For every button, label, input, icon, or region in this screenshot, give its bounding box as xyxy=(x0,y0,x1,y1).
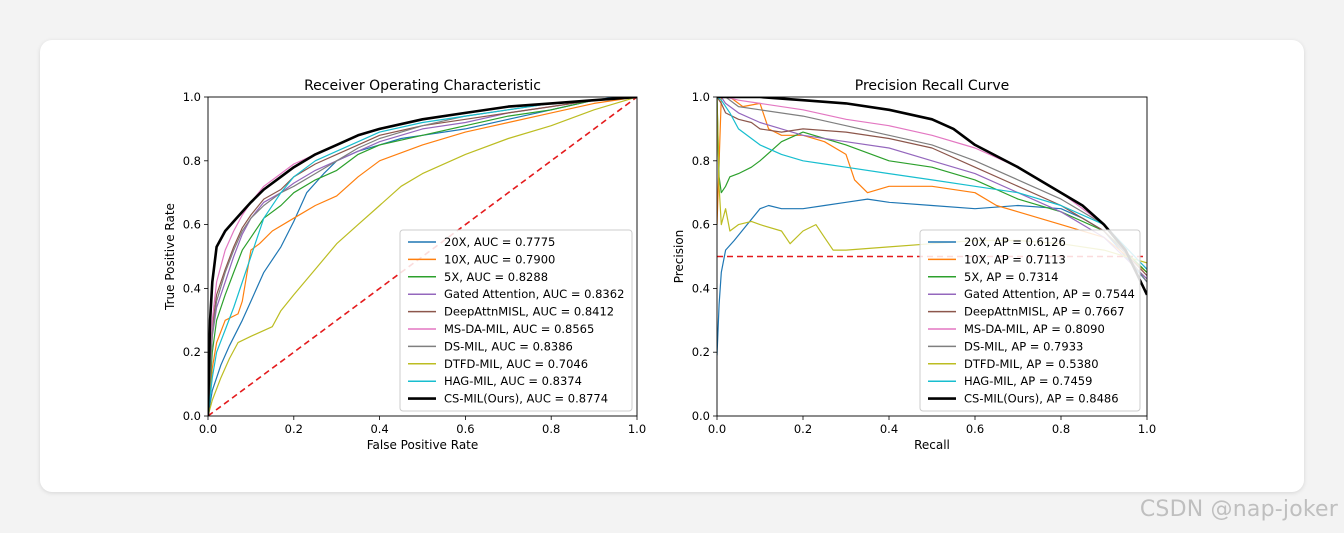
legend-entry: 5X, AP = 0.7314 xyxy=(964,270,1059,284)
y-tick-label: 1.0 xyxy=(183,90,201,104)
figure-card: Receiver Operating Characteristic 0.0 0.2 0… xyxy=(40,40,1304,492)
series-line-9 xyxy=(717,97,1147,296)
receiver-operating-characteristicpanel: Receiver Operating Characteristic 0.0 0.2 0… xyxy=(163,78,646,452)
y-tick-label: 0.6 xyxy=(183,218,201,232)
series-line-9 xyxy=(208,97,637,416)
legend-entry: 10X, AP = 0.7113 xyxy=(964,252,1066,266)
y-axis-label: True Positive Rate xyxy=(163,203,177,311)
legend-entry: 10X, AUC = 0.7900 xyxy=(444,252,555,266)
legend-entry: CS-MIL(Ours), AUC = 0.8774 xyxy=(444,392,608,406)
y-tick-label: 0.4 xyxy=(183,281,201,295)
x-tick-label: 0.0 xyxy=(708,422,726,436)
legend: 20X, AUC = 0.7775 10X, AUC = 0.7900 5X, AU… xyxy=(399,229,633,412)
series-line-2 xyxy=(208,97,637,416)
series-line-0 xyxy=(717,198,1147,356)
y-tick-label: 0.4 xyxy=(692,281,710,295)
x-tick-label: 1.0 xyxy=(628,422,646,436)
legend-box xyxy=(919,229,1141,412)
reference-line xyxy=(208,97,637,416)
legend-box xyxy=(399,229,633,412)
legend-entry: 20X, AP = 0.6126 xyxy=(964,235,1066,249)
legend-entry: DS-MIL, AUC = 0.8386 xyxy=(444,339,573,353)
legend-entry: DS-MIL, AP = 0.7933 xyxy=(964,339,1083,353)
precision-recall-curvepanel: Precision Recall Curve 0.0 0.2 0.4 0.6 0.8 1.0… xyxy=(672,78,1156,452)
legend-entry: HAG-MIL, AP = 0.7459 xyxy=(964,374,1092,388)
y-tick-label: 1.0 xyxy=(692,90,710,104)
y-tick-label: 0.2 xyxy=(692,345,710,359)
y-axis-label: Precision xyxy=(672,230,686,284)
x-tick-label: 0.2 xyxy=(794,422,812,436)
series-line-3 xyxy=(717,97,1147,280)
x-axis-label: False Positive Rate xyxy=(367,438,479,452)
y-tick-label: 0.0 xyxy=(183,409,201,423)
x-tick-label: 0.8 xyxy=(1052,422,1070,436)
legend-entry: MS-DA-MIL, AP = 0.8090 xyxy=(964,322,1105,336)
series-line-1 xyxy=(717,97,1147,273)
legend-entry: DTFD-MIL, AUC = 0.7046 xyxy=(444,357,588,371)
series-line-1 xyxy=(208,97,637,416)
legend-entry: Gated Attention, AP = 0.7544 xyxy=(964,287,1135,301)
x-tick-label: 0.2 xyxy=(285,422,303,436)
legend-entry: DeepAttnMISL, AUC = 0.8412 xyxy=(444,305,614,319)
series-line-7 xyxy=(208,97,637,416)
y-tick-label: 0.2 xyxy=(183,345,201,359)
series-line-6 xyxy=(717,97,1147,283)
series-line-8 xyxy=(717,97,1147,270)
legend-entry: 20X, AUC = 0.7775 xyxy=(444,235,555,249)
plot-area xyxy=(208,97,637,416)
x-tick-label: 0.6 xyxy=(966,422,984,436)
y-tick-label: 0.0 xyxy=(692,409,710,423)
roc-chart: Receiver Operating Characteristic 0.0 0.2 0… xyxy=(163,78,1156,452)
series-line-2 xyxy=(717,97,1147,273)
series-line-4 xyxy=(208,97,637,416)
legend-entry: 5X, AUC = 0.8288 xyxy=(444,270,548,284)
axes-frame xyxy=(716,96,1148,417)
x-tick-label: 0.8 xyxy=(542,422,560,436)
legend-entry: DeepAttnMISL, AP = 0.7667 xyxy=(964,305,1125,319)
legend-entry: Gated Attention, AUC = 0.8362 xyxy=(444,287,624,301)
y-tick-label: 0.8 xyxy=(692,154,710,168)
axes-frame xyxy=(207,96,638,417)
x-axis-label: Recall xyxy=(914,438,950,452)
x-tick-label: 0.4 xyxy=(880,422,898,436)
legend-entry: DTFD-MIL, AP = 0.5380 xyxy=(964,357,1099,371)
x-tick-label: 0.4 xyxy=(370,422,388,436)
x-tick-label: 0.0 xyxy=(199,422,217,436)
x-tick-label: 0.6 xyxy=(456,422,474,436)
chart-title: Precision Recall Curve xyxy=(855,78,1009,94)
y-tick-label: 0.8 xyxy=(183,154,201,168)
legend-entry: MS-DA-MIL, AUC = 0.8565 xyxy=(444,322,594,336)
series-line-8 xyxy=(208,97,637,416)
legend: 20X, AP = 0.6126 10X, AP = 0.7113 5X, AP =… xyxy=(919,229,1141,412)
series-line-0 xyxy=(208,97,637,416)
watermark: CSDN @nap-joker xyxy=(1139,497,1338,522)
plot-area xyxy=(717,97,1147,356)
chart-title: Receiver Operating Characteristic xyxy=(304,78,541,94)
x-tick-label: 1.0 xyxy=(1138,422,1156,436)
series-line-5 xyxy=(717,97,1147,270)
legend-entry: HAG-MIL, AUC = 0.8374 xyxy=(444,374,582,388)
legend-entry: CS-MIL(Ours), AP = 0.8486 xyxy=(964,392,1119,406)
y-tick-label: 0.6 xyxy=(692,218,710,232)
